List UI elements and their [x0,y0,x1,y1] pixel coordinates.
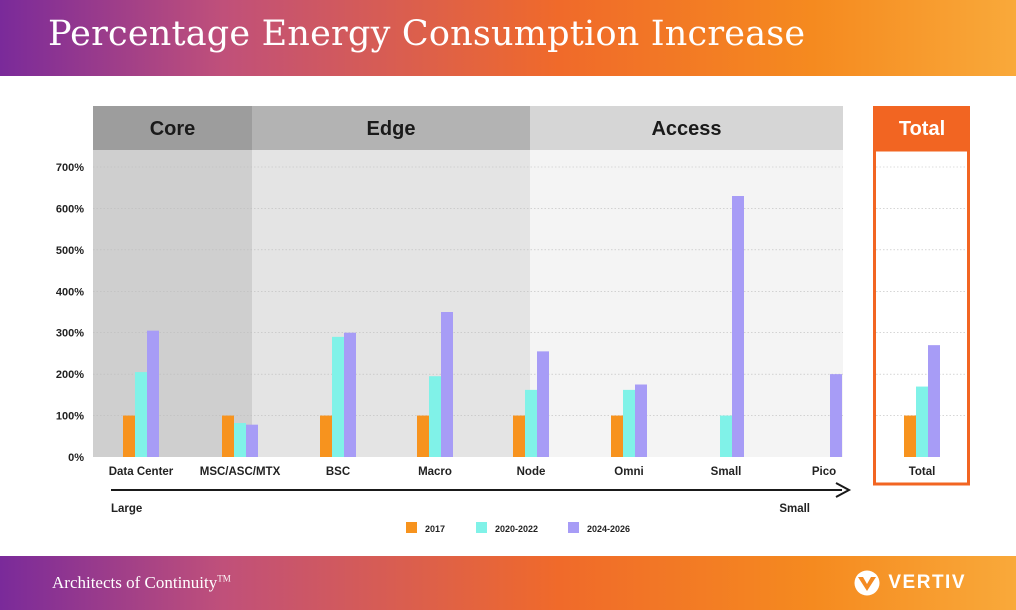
bar-node-2020-2022 [525,389,537,457]
group-header-access [530,106,843,150]
size-arrow-head [835,482,852,498]
legend-swatch-2024-2026 [568,522,579,533]
bar-msc-asc-mtx-2024-2026 [246,424,258,457]
group-header-edge [252,106,530,150]
y-tick-label: 600% [56,203,84,215]
x-tick-label: Macro [418,466,452,478]
y-tick-label: 700% [56,162,84,174]
group-panel-edge [252,150,530,457]
x-tick-label: Total [909,466,936,478]
group-label-edge: Edge [367,118,416,140]
arrow-end-label: Small [779,503,810,515]
legend-label-2017: 2017 [425,524,445,534]
trademark: TM [217,573,231,584]
bar-bsc-2017 [320,415,332,457]
x-tick-label: BSC [326,466,350,478]
bar-data-center-2017 [123,415,135,457]
x-tick-label: Small [711,466,742,478]
energy-chart: Core Edge Access Total 0% 100% 200% 300% 400% 500… [56,106,970,534]
x-tick-label: Omni [614,466,643,478]
header-banner: Percentage Energy Consumption Increase [0,0,1016,76]
brand-name: VERTIV [888,572,966,593]
bar-msc-asc-mtx-2020-2022 [234,423,246,457]
bar-macro-2024-2026 [441,312,453,457]
group-label-core: Core [150,118,196,140]
y-tick-label: 400% [56,286,84,298]
group-panel-access [530,150,843,457]
footer-banner: Architects of ContinuityTM VERTIV [0,556,1016,610]
bar-node-2017 [513,415,525,457]
bar-omni-2024-2026 [635,384,647,457]
bar-omni-2020-2022 [623,389,635,457]
brand-logo: VERTIV [852,569,966,597]
bar-bsc-2024-2026 [344,332,356,457]
bar-node-2024-2026 [537,351,549,457]
legend-swatch-2020-2022 [476,522,487,533]
tagline-text: Architects of Continuity [52,573,218,592]
group-label-total: Total [899,118,945,140]
group-frame-total [873,148,970,486]
vertiv-logo-icon [854,570,880,596]
group-header-total [873,106,970,150]
y-tick-label: 0% [68,452,84,464]
y-tick-label: 300% [56,328,84,340]
legend-swatch-2017 [406,522,417,533]
legend-label-2020-2022: 2020-2022 [495,524,538,534]
bar-macro-2020-2022 [429,376,441,457]
y-tick-label: 100% [56,411,84,423]
bar-total-2017 [904,415,916,457]
legend-label-2024-2026: 2024-2026 [587,524,630,534]
bar-omni-2017 [611,415,623,457]
group-header-core [93,106,252,150]
bar-small-2024-2026 [732,196,744,457]
group-label-access: Access [651,118,721,140]
x-tick-label: Pico [812,466,836,478]
group-panel-core [93,150,252,457]
y-tick-label: 500% [56,245,84,257]
bar-data-center-2024-2026 [147,330,159,457]
bar-macro-2017 [417,415,429,457]
bar-total-2020-2022 [916,386,928,457]
bar-pico-2024-2026 [830,374,842,457]
tagline: Architects of ContinuityTM [52,573,231,593]
y-tick-label: 200% [56,369,84,381]
bar-msc-asc-mtx-2017 [222,415,234,457]
bar-data-center-2020-2022 [135,372,147,457]
bar-total-2024-2026 [928,345,940,457]
bar-small-2020-2022 [720,415,732,457]
arrow-start-label: Large [111,503,142,515]
x-tick-label: Data Center [109,466,174,478]
bar-bsc-2020-2022 [332,336,344,457]
x-tick-label: Node [517,466,546,478]
x-tick-label: MSC/ASC/MTX [200,466,281,478]
page-title: Percentage Energy Consumption Increase [48,14,806,54]
